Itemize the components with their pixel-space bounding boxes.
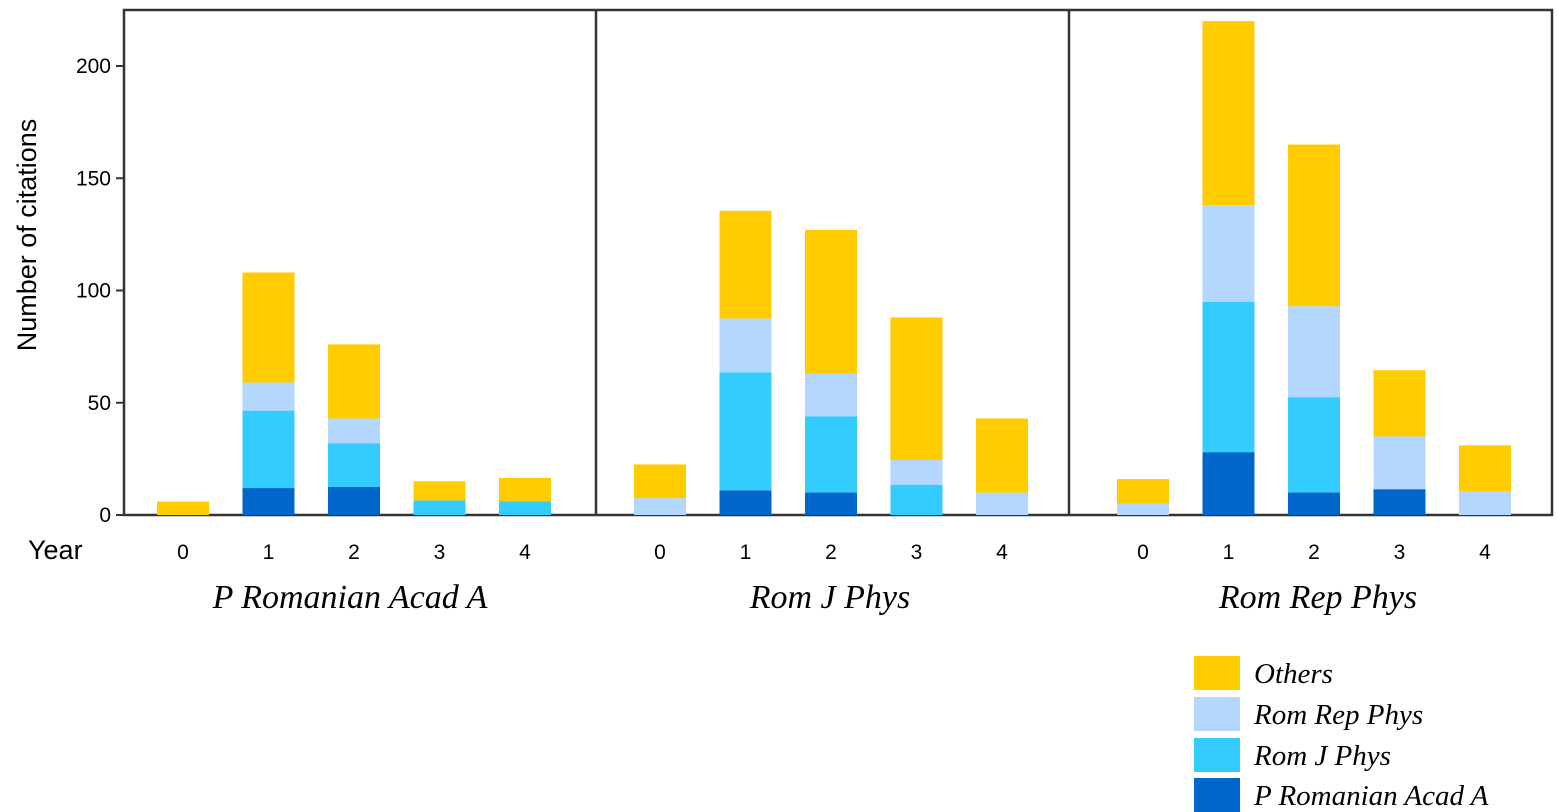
y-axis: 0 50 100 150 200: [76, 55, 124, 527]
bar-segment-rom-rep-phys: [1459, 491, 1511, 515]
legend-label-others: Others: [1254, 658, 1333, 690]
legend-swatch-p-romanian-acad-a: [1194, 778, 1240, 812]
bar-segment-others: [890, 317, 943, 460]
y-tick-label: 150: [76, 167, 111, 190]
bar-segment-rom-rep-phys: [1288, 306, 1340, 398]
bar-segment-others: [1202, 21, 1255, 206]
bar-segment-others: [242, 272, 295, 383]
x-tick-label: 3: [434, 541, 446, 564]
y-tick-label: 100: [76, 280, 111, 303]
y-axis-title: Number of citations: [12, 119, 42, 352]
bar-segment-p-romanian-acad-a: [242, 488, 295, 515]
bar-segment-rom-j-phys: [805, 416, 857, 493]
y-tick-label: 50: [88, 392, 111, 415]
x-axis-title: Year: [28, 535, 83, 565]
x-tick-label: 0: [1137, 541, 1149, 564]
bar-segment-rom-rep-phys: [719, 318, 772, 373]
bar-segment-rom-rep-phys: [1117, 503, 1169, 515]
bar-segment-p-romanian-acad-a: [805, 492, 857, 515]
bar-segment-rom-rep-phys: [328, 418, 380, 444]
legend-swatch-rom-rep-phys: [1194, 697, 1240, 731]
bar-segment-rom-j-phys: [499, 501, 551, 515]
x-tick-label: 1: [740, 541, 752, 564]
bar-segment-rom-rep-phys: [976, 492, 1028, 515]
legend: Others Rom Rep Phys Rom J Phys P Romania…: [1194, 656, 1489, 812]
panel-title-1: P Romanian Acad A: [212, 579, 488, 616]
panel-title-3: Rom Rep Phys: [1218, 579, 1417, 616]
x-tick-label: 2: [825, 541, 837, 564]
x-tick-label: 2: [348, 541, 360, 564]
bar-segment-others: [805, 229, 857, 374]
legend-swatch-others: [1194, 656, 1240, 690]
x-tick-label: 1: [1223, 541, 1235, 564]
panel-title-2: Rom J Phys: [749, 579, 911, 616]
bar-segment-p-romanian-acad-a: [1288, 492, 1340, 515]
bar-segment-rom-rep-phys: [1373, 436, 1426, 490]
bar-segment-p-romanian-acad-a: [1373, 489, 1426, 515]
legend-label-rom-rep-phys: Rom Rep Phys: [1253, 699, 1423, 731]
bar-segment-rom-rep-phys: [1202, 205, 1255, 302]
bar-segment-rom-j-phys: [328, 443, 380, 487]
bar-segment-others: [328, 344, 380, 419]
bar-segment-others: [1117, 479, 1169, 504]
bar-segment-others: [413, 481, 466, 501]
bar-segment-others: [1373, 370, 1426, 437]
bar-segment-others: [634, 464, 686, 499]
x-axis: 0 1 2 3 4 0 1 2 3 4 0 1 2 3 4: [177, 541, 1491, 564]
bar-segment-others: [157, 501, 209, 515]
bar-segment-others: [1288, 144, 1340, 307]
y-tick-label: 200: [76, 55, 111, 78]
bar-segment-others: [976, 418, 1028, 493]
bar-segment-rom-j-phys: [1202, 301, 1255, 453]
x-tick-label: 4: [519, 541, 531, 564]
bar-segment-rom-j-phys: [719, 372, 772, 491]
x-tick-label: 4: [1479, 541, 1491, 564]
x-tick-label: 1: [263, 541, 275, 564]
bar-segment-rom-j-phys: [242, 410, 295, 489]
y-tick-label: 0: [99, 504, 111, 527]
bar-segment-rom-rep-phys: [805, 373, 857, 417]
bar-segment-rom-j-phys: [890, 484, 943, 515]
bar-segment-rom-j-phys: [1288, 397, 1340, 493]
legend-label-p-romanian-acad-a: P Romanian Acad A: [1253, 780, 1489, 812]
legend-swatch-rom-j-phys: [1194, 738, 1240, 772]
x-tick-label: 4: [996, 541, 1008, 564]
x-tick-label: 0: [654, 541, 666, 564]
bar-segment-rom-rep-phys: [242, 382, 295, 411]
bars-layer: [157, 21, 1511, 515]
x-tick-label: 3: [1394, 541, 1406, 564]
bar-segment-others: [719, 210, 772, 319]
bar-segment-rom-j-phys: [413, 500, 466, 515]
bar-segment-p-romanian-acad-a: [328, 486, 380, 515]
bar-segment-rom-rep-phys: [634, 498, 686, 515]
bar-segment-others: [1459, 445, 1511, 492]
bar-segment-rom-rep-phys: [890, 459, 943, 485]
bar-segment-p-romanian-acad-a: [719, 490, 772, 515]
x-tick-label: 3: [911, 541, 923, 564]
bar-segment-p-romanian-acad-a: [1202, 452, 1255, 515]
x-tick-label: 0: [177, 541, 189, 564]
bar-segment-others: [499, 477, 551, 502]
legend-label-rom-j-phys: Rom J Phys: [1253, 740, 1391, 772]
x-tick-label: 2: [1308, 541, 1320, 564]
